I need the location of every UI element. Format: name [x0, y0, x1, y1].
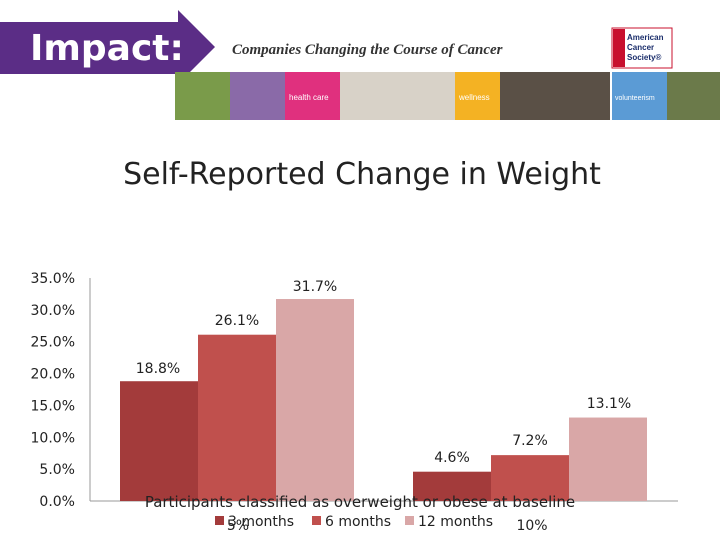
header-banner: Impact: Companies Changing the Course of…	[0, 10, 720, 120]
y-tick-label: 30.0%	[31, 303, 75, 319]
data-label: 18.8%	[136, 361, 180, 377]
data-labels: 18.8% 4.6% 26.1% 7.2% 31.7% 13.1%	[136, 279, 631, 466]
data-label: 26.1%	[215, 313, 259, 329]
y-tick-label: 20.0%	[31, 367, 75, 383]
panel-wellness	[455, 72, 500, 120]
y-tick-label: 5.0%	[39, 462, 75, 478]
x-axis-label: Participants classified as overweight or…	[145, 493, 575, 511]
chart-title: Self-Reported Change in Weight	[123, 157, 601, 192]
data-label: 13.1%	[587, 396, 631, 412]
banner-subtitle: Companies Changing the Course of Cancer	[232, 42, 503, 58]
acs-logo: American Cancer Society®	[611, 27, 673, 69]
legend-swatch	[405, 516, 414, 525]
impact-text: Impact:	[30, 28, 184, 69]
bar	[198, 334, 276, 501]
label-wellness: wellness	[458, 93, 490, 102]
y-tick-label: 15.0%	[31, 398, 75, 414]
y-tick-labels: 0.0% 5.0% 10.0% 15.0% 20.0% 25.0% 30.0% 35.0%	[31, 271, 75, 510]
logo-text-3: Society®	[627, 53, 661, 62]
photo-business	[500, 72, 610, 120]
logo-red-mark	[613, 29, 625, 67]
label-health-care: health care	[289, 93, 329, 102]
y-tick-label: 10.0%	[31, 430, 75, 446]
photo-food	[175, 72, 230, 120]
legend-swatch	[215, 516, 224, 525]
legend-swatch	[312, 516, 321, 525]
logo-text-2: Cancer	[627, 43, 654, 52]
photo-group	[230, 72, 285, 120]
legend: 3 months 6 months 12 months	[215, 514, 493, 530]
data-label: 31.7%	[293, 279, 337, 295]
y-tick-label: 0.0%	[39, 494, 75, 510]
panel-volunteerism	[612, 72, 667, 120]
legend-label: 12 months	[418, 514, 493, 530]
legend-label: 6 months	[325, 514, 391, 530]
overlay-5pct: 5%	[227, 518, 249, 534]
y-tick-label: 25.0%	[31, 335, 75, 351]
impact-arrow	[0, 10, 215, 84]
photo-strip: health care wellness volunteerism	[175, 72, 720, 120]
label-volunteerism: volunteerism	[615, 95, 655, 102]
legend-label: 3 months	[228, 514, 294, 530]
bar	[276, 299, 354, 501]
bar	[120, 381, 198, 501]
photo-doctor	[340, 72, 455, 120]
bar	[491, 455, 569, 501]
photo-cyclists	[667, 72, 720, 120]
data-label: 4.6%	[434, 450, 470, 466]
overlay-10pct: 10%	[516, 518, 547, 534]
bars	[120, 299, 647, 501]
y-tick-label: 35.0%	[31, 271, 75, 287]
data-label: 7.2%	[512, 433, 548, 449]
bar	[569, 417, 647, 501]
bar	[413, 471, 491, 501]
panel-health-care	[285, 72, 340, 120]
chart: Self-Reported Change in Weight 0.0% 5.0% 1…	[31, 157, 678, 534]
logo-text-1: American	[627, 33, 664, 42]
